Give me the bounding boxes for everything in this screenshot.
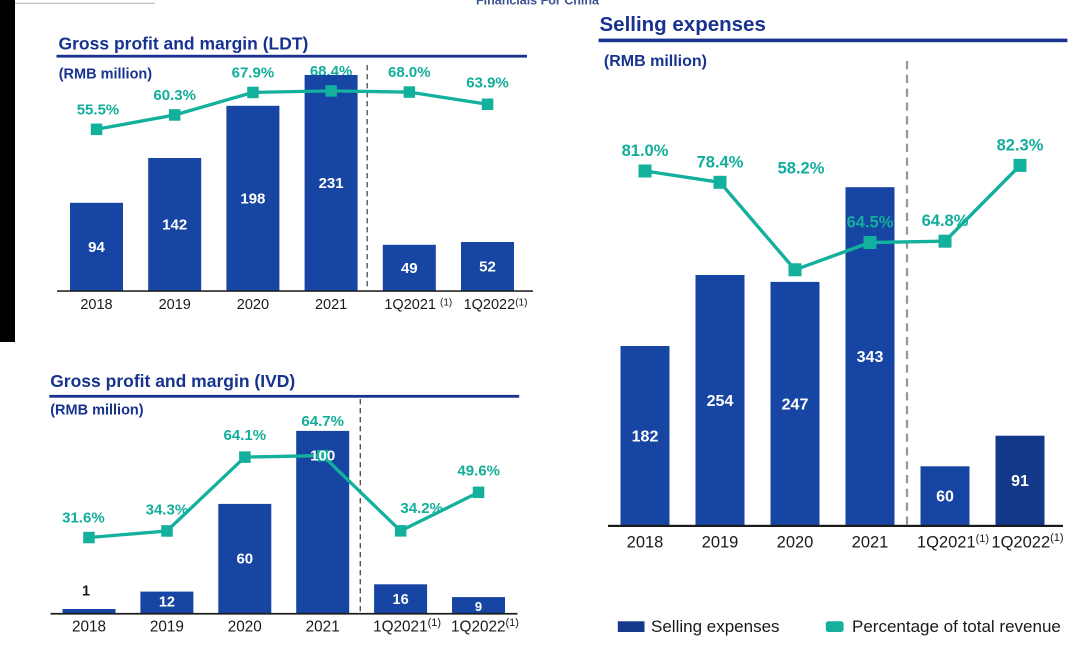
- svg-text:Gross profit and margin (IVD): Gross profit and margin (IVD): [50, 371, 295, 391]
- svg-text:94: 94: [88, 239, 105, 256]
- svg-text:2018: 2018: [627, 534, 664, 552]
- svg-text:(RMB million): (RMB million): [604, 53, 707, 70]
- svg-text:2018: 2018: [72, 619, 106, 636]
- svg-text:1Q2021(1): 1Q2021(1): [917, 533, 989, 552]
- svg-text:31.6%: 31.6%: [62, 510, 105, 527]
- svg-text:343: 343: [857, 349, 884, 366]
- svg-text:63.9%: 63.9%: [466, 75, 509, 92]
- svg-text:182: 182: [632, 428, 659, 445]
- svg-text:1Q2021(1): 1Q2021(1): [373, 617, 441, 635]
- svg-text:Financials For China: Financials For China: [476, 0, 600, 8]
- svg-text:64.7%: 64.7%: [301, 413, 344, 430]
- svg-text:2018: 2018: [80, 297, 112, 313]
- svg-text:67.9%: 67.9%: [232, 64, 275, 81]
- svg-text:81.0%: 81.0%: [622, 142, 669, 160]
- svg-text:198: 198: [240, 190, 265, 207]
- svg-text:(RMB million): (RMB million): [59, 67, 153, 83]
- svg-text:34.3%: 34.3%: [146, 501, 189, 518]
- svg-text:Percentage of total revenue: Percentage of total revenue: [852, 617, 1061, 636]
- svg-text:64.5%: 64.5%: [847, 214, 894, 232]
- svg-text:58.2%: 58.2%: [778, 159, 825, 177]
- svg-text:231: 231: [319, 175, 344, 192]
- svg-text:Selling expenses: Selling expenses: [600, 13, 766, 36]
- svg-text:60: 60: [236, 551, 253, 568]
- svg-text:12: 12: [159, 595, 175, 611]
- svg-text:49: 49: [401, 260, 418, 277]
- svg-text:2021: 2021: [315, 297, 347, 313]
- svg-text:64.8%: 64.8%: [922, 212, 969, 230]
- svg-text:78.4%: 78.4%: [697, 153, 744, 171]
- svg-text:55.5%: 55.5%: [77, 102, 120, 119]
- svg-text:34.2%: 34.2%: [400, 500, 443, 517]
- svg-text:2020: 2020: [237, 297, 269, 313]
- svg-text:1Q2021 (1): 1Q2021 (1): [384, 297, 452, 313]
- svg-text:Gross profit and margin (LDT): Gross profit and margin (LDT): [59, 34, 309, 54]
- svg-text:9: 9: [475, 599, 482, 614]
- svg-text:2020: 2020: [228, 619, 262, 636]
- svg-text:49.6%: 49.6%: [457, 463, 500, 480]
- svg-text:1Q2022(1): 1Q2022(1): [451, 617, 519, 635]
- svg-text:60.3%: 60.3%: [153, 87, 196, 104]
- svg-text:52: 52: [479, 258, 496, 275]
- svg-text:2021: 2021: [852, 534, 889, 552]
- svg-text:100: 100: [310, 447, 335, 464]
- svg-text:64.1%: 64.1%: [224, 427, 267, 444]
- svg-text:Selling expenses: Selling expenses: [651, 617, 780, 636]
- svg-text:68.0%: 68.0%: [388, 64, 431, 81]
- svg-text:60: 60: [936, 489, 954, 506]
- svg-text:2019: 2019: [702, 534, 739, 552]
- svg-text:247: 247: [782, 396, 809, 413]
- svg-text:2019: 2019: [150, 619, 184, 636]
- svg-text:2021: 2021: [306, 619, 340, 636]
- svg-text:142: 142: [162, 217, 187, 234]
- svg-text:82.3%: 82.3%: [997, 136, 1044, 154]
- svg-text:1Q2022(1): 1Q2022(1): [464, 297, 528, 313]
- svg-text:1Q2022(1): 1Q2022(1): [991, 532, 1063, 552]
- svg-text:2020: 2020: [777, 534, 814, 552]
- svg-text:1: 1: [82, 584, 90, 600]
- svg-text:(RMB million): (RMB million): [50, 403, 144, 419]
- svg-text:16: 16: [393, 592, 409, 608]
- svg-text:91: 91: [1011, 473, 1029, 490]
- svg-text:2019: 2019: [159, 297, 191, 313]
- svg-text:254: 254: [707, 393, 734, 410]
